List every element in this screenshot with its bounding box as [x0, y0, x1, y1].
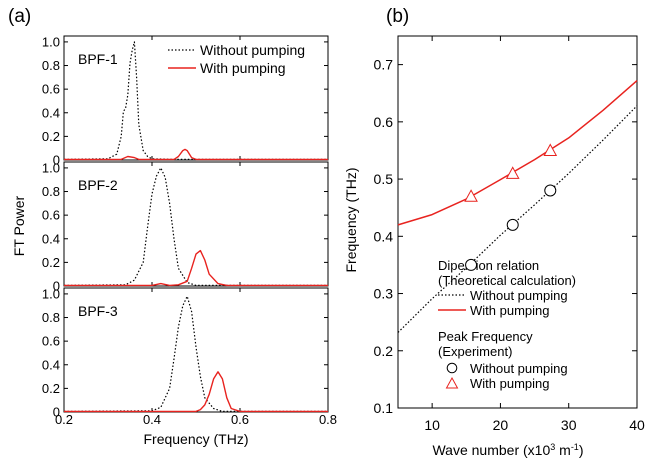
y-tick-label: 0.6 — [42, 334, 60, 349]
x-tick-label: 10 — [424, 417, 440, 433]
series-line-with-pumping — [64, 249, 328, 287]
subplot-label-bpf-3: BPF-3 — [78, 303, 118, 319]
x-tick-label: 0.6 — [231, 412, 249, 427]
panel-b-xlabel: Wave number (x103 m-1) — [432, 442, 583, 458]
subplot-bpf-3: BPF-3 0 0.2 0.4 0.6 0.8 1.0 — [42, 286, 329, 420]
y-tick-label: 0.6 — [42, 82, 60, 97]
legend-marker-triangle — [445, 376, 459, 389]
y-tick-label: 0.2 — [374, 343, 394, 359]
panel-a-legend: Without pumping With pumping — [168, 42, 305, 76]
panel-b-ylabel: Frequency (THz) — [343, 167, 359, 272]
y-tick-label: 0.8 — [42, 310, 60, 325]
data-point-circle — [465, 258, 478, 271]
y-tick-label: 0.6 — [374, 114, 394, 130]
panel-b-label: (b) — [386, 6, 409, 27]
panel-a-xlabel: Frequency (THz) — [143, 431, 248, 447]
series-line-without-pumping — [63, 167, 328, 286]
legend-heading-dispersion: Dipersion relation — [438, 258, 539, 273]
y-tick-label: 0 — [53, 279, 60, 294]
y-tick-label: 1.0 — [42, 286, 60, 301]
data-point-triangle — [464, 189, 478, 202]
y-tick-label: 0 — [53, 153, 60, 168]
y-tick-label: 1.0 — [42, 34, 60, 49]
data-point-triangle — [505, 166, 520, 179]
y-tick-label: 0.3 — [374, 286, 394, 302]
subplot-label-bpf-2: BPF-2 — [78, 177, 118, 193]
y-tick-label: 0.6 — [42, 208, 60, 223]
panel-a-ylabel: FT Power — [11, 195, 27, 256]
y-tick-label: 0.2 — [42, 381, 60, 396]
theory-line-without-pumping — [397, 105, 638, 333]
panel-a-label: (a) — [8, 6, 31, 27]
y-tick-label: 0.2 — [42, 129, 60, 144]
x-tick-label: 20 — [493, 417, 509, 433]
y-tick-label: 0.1 — [374, 400, 394, 416]
legend-label-without-pumping: Without pumping — [200, 42, 305, 58]
y-tick-label: 0 — [53, 405, 60, 420]
y-tick-label: 0.5 — [374, 171, 394, 187]
legend-label-theory-without-pumping: Without pumping — [470, 288, 568, 303]
legend-heading-peak: Peak Frequency — [438, 329, 533, 344]
x-tick-label: 40 — [629, 417, 645, 433]
legend-heading-experiment: (Experiment) — [438, 344, 512, 359]
data-point-triangle — [543, 143, 558, 156]
subplot-bpf-1: BPF-1 0 0.2 0.4 0.6 0.8 1.0 — [42, 34, 329, 168]
x-tick-label: 0.8 — [319, 412, 337, 427]
subplot-bpf-2: BPF-2 0 0.2 0.4 0.6 0.8 1.0 — [42, 160, 329, 294]
panel-b-chart: Frequency (THz) Wave number (x103 m-1) D… — [343, 35, 645, 458]
subplot-label-bpf-1: BPF-1 — [78, 51, 118, 67]
panel-b-frame — [397, 35, 638, 409]
legend-label-experiment-with-pumping: With pumping — [470, 376, 549, 391]
data-point-circle — [506, 218, 519, 231]
legend-marker-circle — [446, 362, 458, 374]
theory-line-with-pumping — [397, 80, 638, 226]
legend-label-with-pumping: With pumping — [200, 60, 286, 76]
data-point-circle — [544, 184, 557, 197]
y-tick-label: 1.0 — [42, 160, 60, 175]
panel-b-legend: Dipersion relation (Theoretical calculat… — [438, 258, 576, 391]
series-line-with-pumping — [64, 371, 328, 413]
y-tick-label: 0.4 — [374, 228, 394, 244]
y-tick-label: 0.2 — [42, 255, 60, 270]
y-tick-label: 0.4 — [42, 105, 60, 120]
x-tick-label: 0.2 — [55, 412, 73, 427]
y-tick-label: 0.8 — [42, 58, 60, 73]
x-tick-label: 30 — [561, 417, 577, 433]
series-line-with-pumping — [64, 148, 328, 161]
legend-label-theory-with-pumping: With pumping — [470, 303, 549, 318]
x-tick-label: 0.4 — [143, 412, 161, 427]
y-tick-label: 0.7 — [374, 57, 394, 73]
y-tick-label: 0.4 — [42, 231, 60, 246]
panel-a-chart: FT Power Frequency (THz) BPF-1 00.20.40.… — [11, 34, 337, 447]
legend-heading-theory: (Theoretical calculation) — [438, 273, 576, 288]
y-tick-label: 0.4 — [42, 357, 60, 372]
y-tick-label: 0.8 — [42, 184, 60, 199]
legend-label-experiment-without-pumping: Without pumping — [470, 361, 568, 376]
